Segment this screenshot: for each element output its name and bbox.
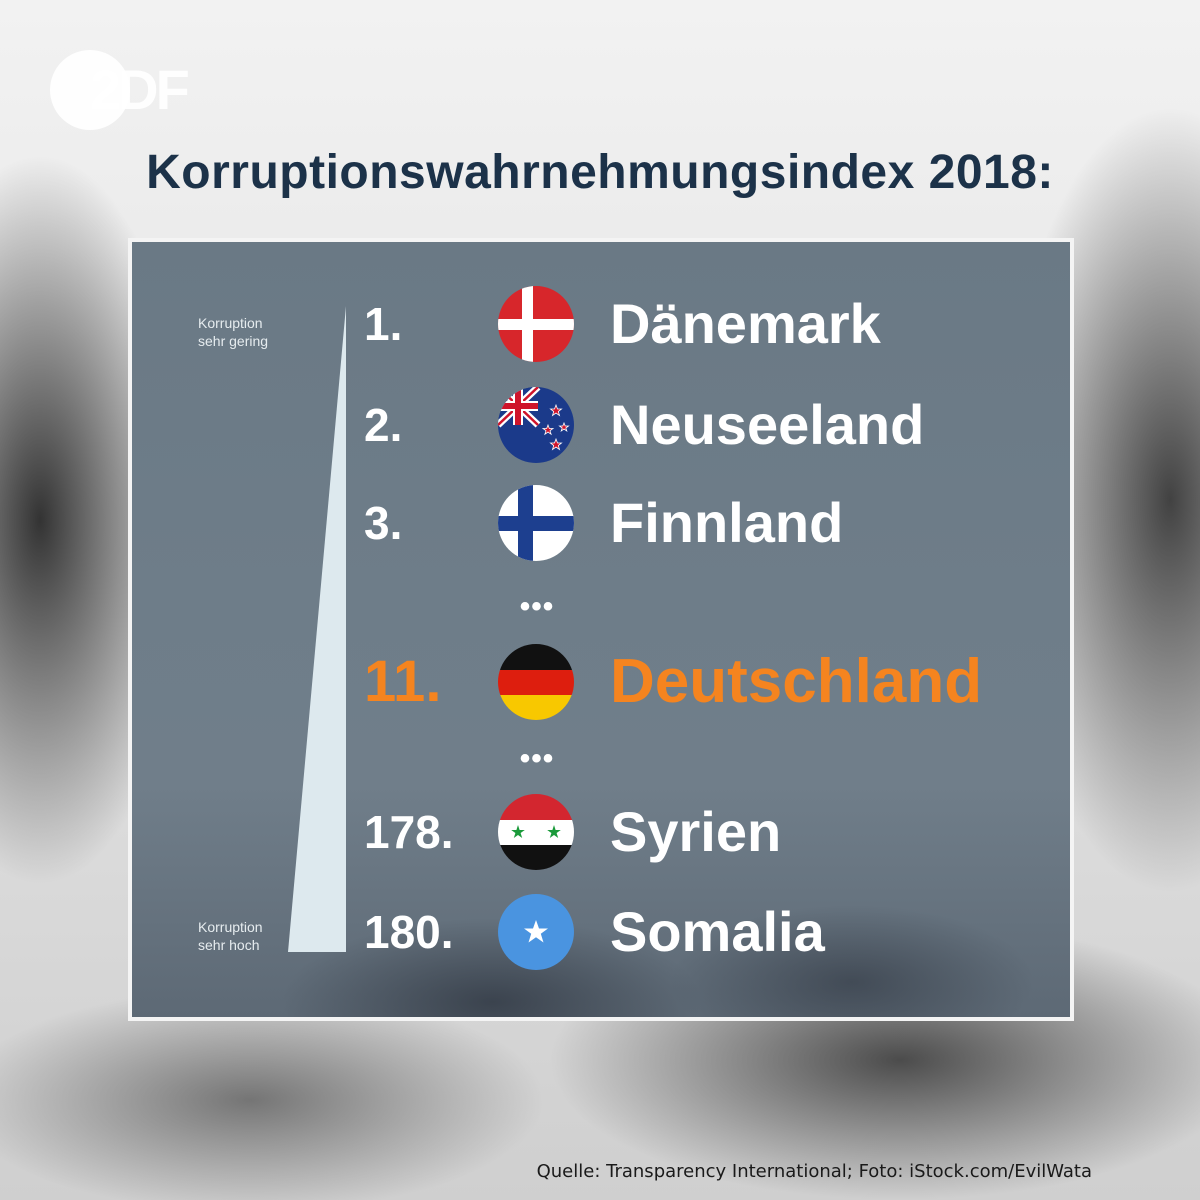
scale-top-label-line1: Korruption (198, 315, 263, 331)
country-name: Deutschland (610, 647, 983, 716)
rank-number: 180. (364, 906, 454, 958)
rank-number: 3. (364, 497, 403, 549)
ranking-row-finland: 3. Finnland (132, 483, 1070, 563)
zdf-logo: 2DF (50, 50, 200, 130)
scale-top-label: Korruption sehr gering (198, 314, 318, 350)
logo-text: 2DF (90, 58, 190, 121)
germany-flag-icon (498, 644, 574, 720)
ranking-row-denmark: 1. Dänemark (132, 284, 1070, 364)
scale-bottom-label: Korruption sehr hoch (198, 918, 318, 954)
country-name: Somalia (610, 900, 825, 963)
rank-number: 11. (364, 649, 442, 714)
country-name: Finnland (610, 491, 844, 554)
ranking-panel: Korruption sehr gering Korruption sehr h… (128, 238, 1074, 1021)
ranking-row-new-zealand: 2. (132, 385, 1070, 465)
country-name: Dänemark (610, 292, 881, 355)
syria-flag-icon (498, 794, 574, 870)
logo-disc (50, 50, 130, 130)
scale-bottom-label-line1: Korruption (198, 919, 263, 935)
rank-number: 178. (364, 806, 454, 858)
scale-bottom-label-line2: sehr hoch (198, 937, 260, 953)
rank-number: 2. (364, 399, 403, 451)
source-credit: Quelle: Transparency International; Foto… (536, 1161, 1092, 1182)
scale-top-label-line2: sehr gering (198, 333, 269, 349)
ranking-row-somalia: 180. Somalia (132, 892, 1070, 972)
denmark-flag-icon (498, 286, 574, 362)
somalia-flag-icon (498, 894, 574, 970)
country-name: Syrien (610, 800, 782, 863)
ellipsis-top: ••• (519, 590, 555, 623)
ranking-row-germany: 11. Deutschland (132, 642, 1070, 722)
country-name: Neuseeland (610, 393, 925, 456)
rank-number: 1. (364, 298, 403, 350)
ranking-row-syria: 178. Syrien (132, 792, 1070, 872)
finland-flag-icon (498, 485, 574, 561)
new-zealand-flag-icon (498, 387, 574, 463)
ellipsis-bottom: ••• (519, 742, 555, 775)
scale-wedge (288, 306, 346, 952)
page-title: Korruptionswahrnehmungsindex 2018: (146, 146, 1054, 199)
